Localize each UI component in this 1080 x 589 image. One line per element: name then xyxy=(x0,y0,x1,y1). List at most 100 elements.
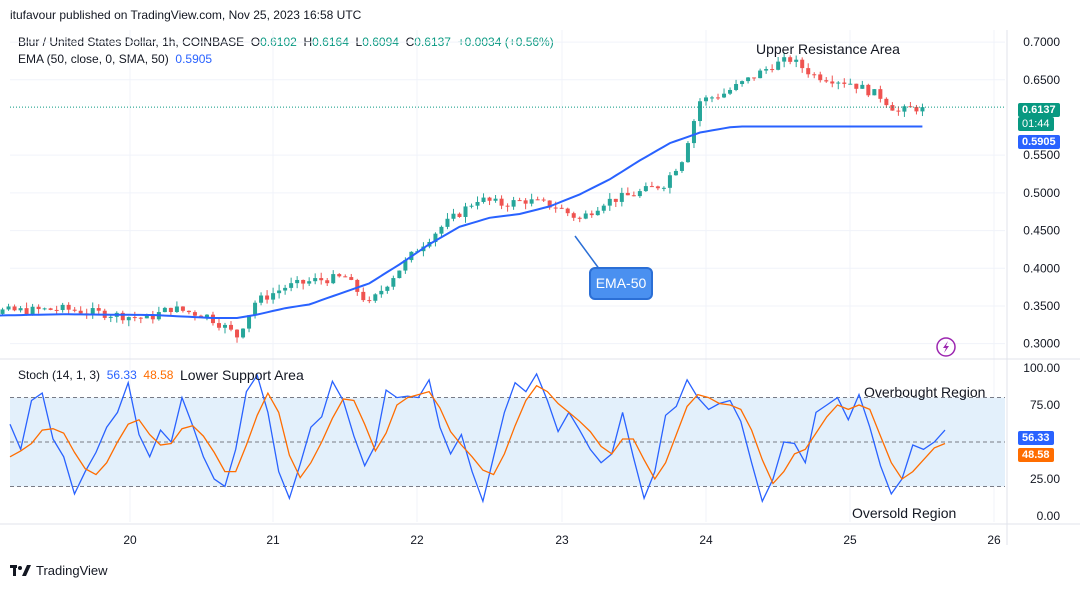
candle-body xyxy=(722,93,727,98)
candle-body xyxy=(325,280,330,284)
candle-body xyxy=(782,57,787,62)
candle-body xyxy=(204,314,209,318)
candle-body xyxy=(565,208,570,214)
candle-body xyxy=(860,84,865,89)
upper-resistance-label: Upper Resistance Area xyxy=(756,41,900,57)
lightning-icon-ring[interactable] xyxy=(936,337,956,357)
candle-body xyxy=(872,89,877,96)
candle-body xyxy=(120,312,125,321)
candle-body xyxy=(511,200,516,207)
candles-layer xyxy=(0,52,925,343)
candle-body xyxy=(361,291,366,301)
candle-body xyxy=(229,324,234,330)
candle-body xyxy=(728,89,733,94)
candle-body xyxy=(247,315,252,329)
candle-body xyxy=(259,295,264,303)
candle-body xyxy=(367,300,372,302)
candle-body xyxy=(439,226,444,234)
overbought-label: Overbought Region xyxy=(864,384,986,400)
last-price-tag: 0.6137 xyxy=(1018,103,1060,117)
candle-body xyxy=(144,315,149,319)
price-tick-label: 0.5000 xyxy=(1023,186,1060,200)
candle-body xyxy=(517,200,522,202)
footer-brand[interactable]: TradingView xyxy=(10,563,108,578)
candle-body xyxy=(186,310,191,313)
candle-body xyxy=(481,197,486,202)
candle-body xyxy=(241,328,246,338)
candle-body xyxy=(902,106,907,112)
candle-body xyxy=(673,170,678,176)
stoch-tick-label: 100.00 xyxy=(1023,361,1060,375)
x-tick-label: 21 xyxy=(266,533,280,547)
oversold-label: Oversold Region xyxy=(852,505,957,521)
ema-callout-text: EMA-50 xyxy=(595,275,647,291)
candle-body xyxy=(836,82,841,84)
candle-body xyxy=(66,304,71,310)
stoch-tick-label: 75.00 xyxy=(1030,398,1060,412)
candle-body xyxy=(914,106,919,112)
candle-body xyxy=(499,198,504,206)
ema-50-line xyxy=(0,125,923,319)
candle-body xyxy=(180,306,185,311)
candle-body xyxy=(174,306,179,313)
candle-body xyxy=(469,205,474,207)
candle-body xyxy=(625,192,630,196)
candle-body xyxy=(48,308,53,310)
candle-body xyxy=(12,306,17,311)
candle-body xyxy=(746,77,751,82)
candle-body xyxy=(235,329,240,338)
x-tick-label: 24 xyxy=(699,533,713,547)
candle-body xyxy=(920,107,925,112)
candle-body xyxy=(667,175,672,188)
stoch-band-layer xyxy=(10,397,1005,487)
candle-body xyxy=(96,308,101,311)
candle-body xyxy=(343,276,348,278)
candle-body xyxy=(72,309,77,311)
candle-body xyxy=(108,316,113,318)
candle-body xyxy=(571,213,576,218)
candle-body xyxy=(716,97,721,99)
candle-body xyxy=(794,59,799,62)
candle-body xyxy=(355,279,360,292)
x-tick-label: 23 xyxy=(555,533,569,547)
candle-body xyxy=(403,260,408,271)
candle-body xyxy=(812,74,817,76)
candle-body xyxy=(475,201,480,206)
candle-body xyxy=(547,200,552,208)
candle-body xyxy=(830,81,835,84)
candle-body xyxy=(216,323,221,328)
x-tick-label: 25 xyxy=(843,533,857,547)
candle-body xyxy=(24,308,29,315)
candle-body xyxy=(271,293,276,300)
price-tick-label: 0.4000 xyxy=(1023,261,1060,275)
candle-body xyxy=(445,218,450,227)
candle-body xyxy=(710,97,715,99)
lower-support-label: Lower Support Area xyxy=(180,367,304,383)
axis-layer: 20 21 22 23 24 25 26 0.7000 0.6500 0.5500 0.5000 0.… xyxy=(0,30,1080,547)
candle-body xyxy=(138,317,143,319)
candle-body xyxy=(132,317,137,319)
candle-body xyxy=(162,307,167,313)
candle-body xyxy=(878,89,883,99)
candle-body xyxy=(307,281,312,284)
price-tick-label: 0.4500 xyxy=(1023,224,1060,238)
stoch-d-tag: 48.58 xyxy=(1018,448,1054,462)
candle-body xyxy=(896,110,901,112)
candle-body xyxy=(806,68,811,75)
candle-body xyxy=(319,278,324,281)
candle-body xyxy=(788,57,793,62)
x-tick-label: 20 xyxy=(123,533,137,547)
candle-body xyxy=(697,101,702,122)
candle-body xyxy=(277,290,282,294)
candle-body xyxy=(535,199,540,201)
lightning-icon[interactable] xyxy=(943,341,949,353)
stoch-d-legend: 48.58 xyxy=(143,368,174,382)
price-tick-label: 0.3000 xyxy=(1023,337,1060,351)
candle-body xyxy=(265,295,270,300)
candle-body xyxy=(583,213,588,219)
candle-body xyxy=(253,302,258,316)
candle-body xyxy=(505,205,510,207)
candle-body xyxy=(283,287,288,291)
candle-body xyxy=(631,195,636,197)
